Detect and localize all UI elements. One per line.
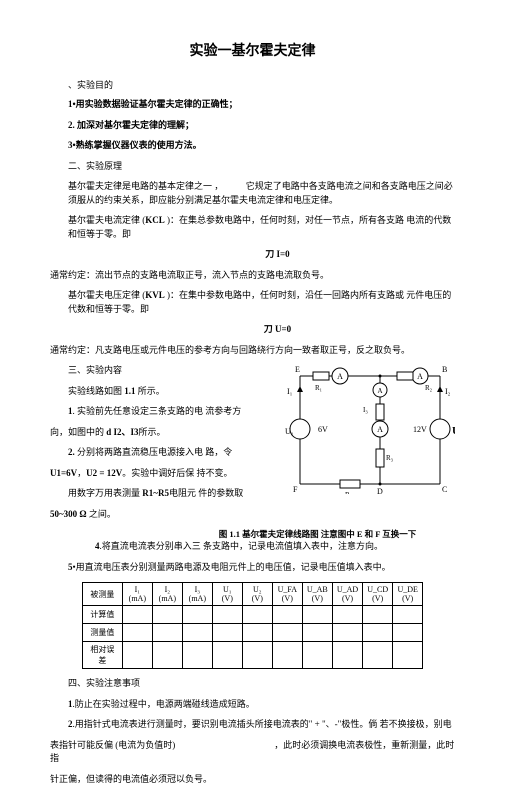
content-with-circuit: 三、实验内容 实验线路如图 1.1 所示。 1. 实验前先任意设定三条支路的电 …: [50, 364, 455, 521]
svg-text:R₃: R₃: [386, 454, 394, 462]
item-3-intro: 实验线路如图 1.1 所示。: [68, 385, 270, 399]
table-header: I₃ (mA): [182, 583, 212, 606]
svg-text:A: A: [417, 372, 423, 381]
item-3-1: 1. 实验前先任意设定三条支路的电 流参考方: [68, 405, 270, 419]
para-2-3: 通常约定：流出节点的支路电流取正号，流入节点的支路电流取负号。: [50, 269, 455, 283]
item-4-2d: 针正偏，但读得的电流值必须冠以负号。: [50, 773, 455, 786]
para-2-1: 基尔霍夫定律是电路的基本定律之一 ， 它规定了电路中各支路电流之间和各支路电压之…: [68, 180, 455, 207]
item-3-5: 5•用直流电压表分别测量两路电源及电阻元件上的电压值，记录电压值填入表中。: [68, 561, 455, 575]
table-row-label: 计算值: [82, 606, 122, 624]
item-1-1: 1•用实验数据验证基尔霍夫定律的正确性；: [68, 98, 455, 112]
table-header: U_DE (V): [393, 583, 423, 606]
section-2-label: 二、实验原理: [68, 160, 455, 174]
table-header: I₁ (mA): [122, 583, 152, 606]
para-2-4: 基尔霍夫电压定律 (KVL )：在集中参数电路中，任何时刻，沿任一回路内所有支路…: [68, 289, 455, 316]
svg-text:C: C: [442, 485, 447, 494]
table-header: U₁ (V): [212, 583, 242, 606]
para-2-2: 基尔霍夫电流定律 (KCL )：在集总参数电路中，任何时刻，对任一节点，所有各支…: [68, 214, 455, 241]
figure-caption: 图 1.1 基尔霍夫定律线路图 注意图中 E 和 F 互换一下: [180, 528, 455, 540]
table-header: U_FA (V): [272, 583, 302, 606]
circuit-diagram: A A A A 6V 12V E B F D C: [285, 364, 455, 504]
svg-text:U: U: [452, 425, 455, 437]
data-table: 被测量 I₁ (mA) I₂ (mA) I₃ (mA) U₁ (V) U₂ (V…: [82, 582, 423, 669]
formula-2: 刀 U=0: [100, 323, 455, 337]
section-4-label: 四、实验注意事项: [68, 677, 455, 691]
item-4-2c: 表指针可能反偏 (电流为负值时) ，此时必须调换电流表极性，重新测量，此时指: [50, 739, 455, 766]
para-2-5: 通常约定：凡支路电压或元件电压的参考方向与回路绕行方向一致者取正号，反之取负号。: [50, 344, 455, 358]
svg-text:A: A: [377, 425, 383, 434]
table-header: I₂ (mA): [152, 583, 182, 606]
item-3-3: 用数字万用表测量 R1~R5电阻元 件的参数取: [68, 487, 270, 501]
svg-text:B: B: [442, 365, 447, 374]
table-row-label: 相对误差: [82, 642, 122, 669]
svg-text:R₄: R₄: [345, 491, 353, 494]
table-row-label: 测量值: [82, 624, 122, 642]
item-3-2: 2. 分别将两路直流稳压电源接入电 路，令: [68, 446, 270, 460]
item-3-4: 4.将直流电流表分别串入三 条支路中，记录电流值填入表中，注意方向。: [95, 540, 455, 554]
formula-1: 刀 I=0: [100, 248, 455, 262]
svg-text:6V: 6V: [318, 425, 328, 434]
item-1-2: 2. 加深对基尔霍夫定律的理解；: [68, 119, 455, 133]
svg-text:A: A: [337, 372, 343, 381]
item-3-3d: 50~300 Ω 之间。: [50, 508, 270, 522]
svg-text:E: E: [295, 365, 300, 374]
table-header: 被测量: [82, 583, 122, 606]
svg-text:F: F: [293, 485, 298, 494]
item-4-1: 1.防止在实验过程中，电源两端碰线造成短路。: [68, 698, 455, 712]
section-1-label: 、实验目的: [68, 78, 455, 91]
svg-text:U₁: U₁: [285, 427, 294, 436]
svg-text:R₁: R₁: [315, 384, 322, 392]
table-header: U_CD (V): [363, 583, 393, 606]
svg-text:I₂: I₂: [445, 387, 451, 396]
item-3-1c: 向，如图中的 d I2、I3所示。: [50, 426, 270, 440]
svg-text:A: A: [377, 387, 382, 395]
item-1-3: 3•熟练掌握仪器仪表的使用方法。: [68, 139, 455, 153]
section-3-label: 三、实验内容: [68, 364, 270, 378]
svg-text:12V: 12V: [413, 425, 427, 434]
svg-text:I₃: I₃: [363, 406, 368, 414]
table-header: U₂ (V): [242, 583, 272, 606]
table-header: U_AB (V): [302, 583, 332, 606]
item-3-2c: U1=6V，U2 = 12V。实验中调好后保 持不变。: [50, 467, 270, 481]
table-header: U_AD (V): [332, 583, 362, 606]
svg-text:D: D: [377, 487, 383, 494]
svg-text:R₂: R₂: [425, 384, 433, 392]
page-title: 实验一基尔霍夫定律: [50, 40, 455, 60]
svg-text:I₁: I₁: [287, 387, 293, 396]
item-4-2: 2.用指针式电流表进行测量时，要识别电流插头所接电流表的" + "、-"极性。倘…: [68, 718, 455, 732]
